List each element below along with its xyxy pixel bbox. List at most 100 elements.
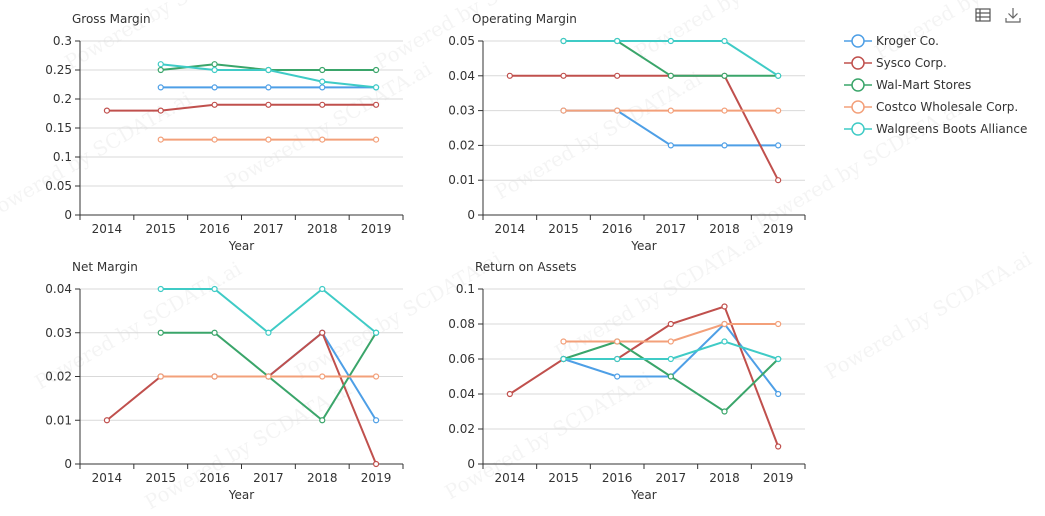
legend-item[interactable]: Walgreens Boots Alliance — [844, 118, 1027, 140]
chart-title: Return on Assets — [475, 260, 576, 274]
legend-label: Kroger Co. — [876, 34, 939, 48]
y-tick-label: 0.02 — [45, 370, 72, 384]
data-point — [157, 329, 164, 336]
y-tick-label: 0.06 — [448, 352, 475, 366]
series-costco-wholesale-corp- — [157, 373, 380, 380]
y-tick-label: 0.25 — [45, 63, 72, 77]
data-point — [560, 37, 567, 45]
data-point — [211, 285, 218, 293]
legend-item[interactable]: Costco Wholesale Corp. — [844, 96, 1027, 118]
y-tick-label: 0.02 — [448, 422, 475, 436]
data-point — [265, 101, 272, 108]
data-point — [506, 72, 513, 79]
legend-label: Walgreens Boots Alliance — [876, 122, 1028, 136]
legend-swatch-icon — [844, 34, 872, 48]
x-tick-label: 2016 — [602, 471, 633, 485]
watermark-text: Powered by SCDATA.ai — [491, 66, 706, 204]
x-tick-label: 2019 — [763, 222, 794, 236]
table-icon[interactable] — [974, 6, 992, 24]
x-tick-label: 2019 — [361, 471, 392, 485]
series-costco-wholesale-corp- — [560, 320, 782, 345]
legend-swatch-icon — [844, 56, 872, 70]
x-tick-label: 2018 — [307, 222, 338, 236]
chart-panel: Operating Margin 0 0.01 0.02 0.03 0.04 0.05 201… — [448, 12, 806, 253]
data-point — [265, 136, 272, 143]
data-point — [372, 84, 380, 91]
data-point — [372, 329, 380, 336]
x-tick-label: 2017 — [253, 471, 284, 485]
data-point — [103, 107, 111, 114]
data-point — [157, 84, 164, 91]
legend-swatch-icon — [844, 122, 872, 136]
data-point — [667, 355, 674, 363]
data-point — [721, 37, 728, 45]
x-tick-label: 2016 — [199, 222, 230, 236]
y-tick-label: 0 — [64, 208, 72, 222]
data-point — [667, 338, 674, 345]
y-tick-label: 0.02 — [448, 138, 475, 152]
data-point — [721, 320, 728, 328]
y-tick-label: 0.04 — [448, 69, 475, 83]
download-icon[interactable] — [1004, 6, 1022, 24]
data-point — [560, 72, 567, 79]
data-point — [157, 61, 164, 68]
y-tick-label: 0.01 — [45, 413, 72, 427]
x-axis-label: Year — [630, 239, 656, 253]
legend-item[interactable]: Sysco Corp. — [844, 52, 1027, 74]
data-point — [319, 66, 326, 74]
data-point — [721, 338, 728, 345]
data-point — [103, 417, 111, 424]
data-point — [319, 136, 326, 143]
x-axis-label: Year — [630, 488, 656, 502]
legend: Kroger Co. Sysco Corp. Wal-Mart Stores Cost… — [844, 30, 1027, 140]
x-tick-label: 2015 — [145, 222, 176, 236]
legend-item[interactable]: Wal-Mart Stores — [844, 74, 1027, 96]
data-point — [667, 107, 674, 114]
data-point — [667, 37, 674, 45]
legend-label: Sysco Corp. — [876, 56, 947, 70]
data-point — [319, 101, 326, 108]
y-tick-label: 0.01 — [448, 173, 475, 187]
watermark-text: Powered by SCDATA.ai — [221, 56, 436, 194]
legend-item[interactable]: Kroger Co. — [844, 30, 1027, 52]
data-point — [211, 329, 218, 336]
y-tick-label: 0.3 — [53, 34, 72, 48]
x-tick-label: 2019 — [361, 222, 392, 236]
data-point — [319, 285, 326, 293]
series-sysco-corp- — [103, 101, 380, 114]
data-point — [319, 417, 326, 424]
x-tick-label: 2017 — [253, 222, 284, 236]
y-tick-label: 0 — [467, 208, 475, 222]
x-tick-label: 2015 — [548, 471, 579, 485]
data-point — [211, 136, 218, 143]
data-point — [372, 460, 380, 468]
x-tick-label: 2017 — [656, 222, 687, 236]
data-point — [560, 338, 567, 345]
data-point — [775, 107, 782, 114]
x-tick-label: 2014 — [495, 471, 526, 485]
series-costco-wholesale-corp- — [157, 136, 380, 143]
data-point — [614, 72, 621, 79]
y-tick-label: 0.05 — [45, 179, 72, 193]
x-tick-label: 2019 — [763, 471, 794, 485]
x-tick-label: 2016 — [199, 471, 230, 485]
legend-label: Costco Wholesale Corp. — [876, 100, 1019, 114]
data-point — [157, 107, 164, 114]
data-point — [775, 390, 782, 398]
y-tick-label: 0.1 — [456, 282, 475, 296]
y-tick-label: 0.03 — [45, 326, 72, 340]
chart-panel: Return on Assets 0 0.02 0.04 0.06 0.08 0.1 2014… — [448, 260, 806, 502]
charts-layer: Gross Margin 0 0.05 0.1 0.15 0.2 0.25 0.3 2014 20… — [45, 12, 806, 502]
data-point — [372, 101, 380, 108]
data-point — [372, 417, 380, 424]
data-point — [775, 142, 782, 149]
watermark-text: Powered by SCDATA.ai — [631, 0, 846, 64]
data-point — [667, 373, 674, 380]
x-tick-label: 2016 — [602, 222, 633, 236]
data-point — [157, 66, 164, 74]
series-costco-wholesale-corp- — [560, 107, 782, 114]
toolbar — [974, 6, 1022, 24]
data-point — [667, 142, 674, 149]
data-point — [319, 78, 326, 85]
x-tick-label: 2014 — [495, 222, 526, 236]
